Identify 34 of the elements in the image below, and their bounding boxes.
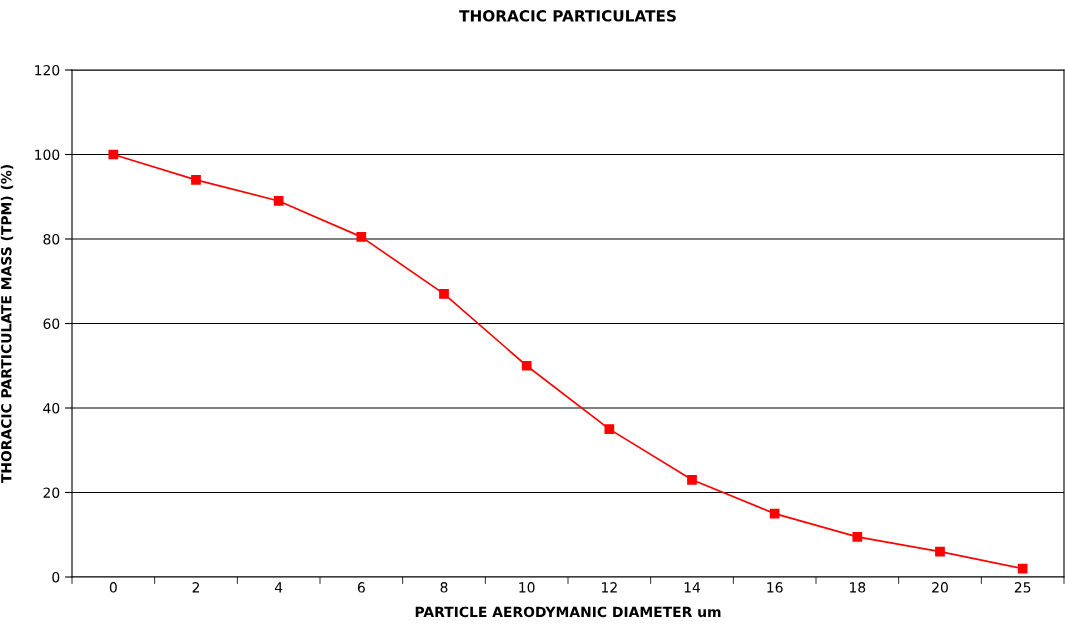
- x-tick-label: 4: [274, 582, 283, 593]
- point: [108, 149, 119, 160]
- y-tick-label: 120: [35, 64, 60, 76]
- point: [604, 424, 615, 434]
- point: [439, 289, 449, 299]
- y-tick-label: 20: [43, 487, 60, 498]
- x-tick-label: 0: [109, 582, 117, 593]
- point: [935, 546, 945, 557]
- point: [273, 196, 284, 206]
- x-tick-label: 14: [684, 582, 701, 593]
- y-axis-title: THORACIC PARTICULATE MASS (TPM) (%): [0, 165, 14, 484]
- y-tick-label: 100: [35, 149, 60, 160]
- x-tick-label: 8: [440, 582, 448, 593]
- y-tick-label: 0: [52, 571, 60, 583]
- x-tick-label: 20: [932, 582, 948, 593]
- chart-title: THORACIC PARTICULATES: [459, 10, 676, 22]
- point: [356, 232, 367, 242]
- x-tick-label: 16: [767, 582, 783, 593]
- x-tick-label: 25: [1014, 582, 1031, 593]
- x-tick-label: 6: [357, 582, 365, 593]
- point: [852, 532, 863, 542]
- x-tick-label: 18: [850, 582, 866, 593]
- x-axis-title: PARTICLE AERODYMANIC DIAMETER um: [415, 606, 721, 618]
- y-tick-label: 80: [43, 233, 60, 245]
- point: [191, 174, 201, 185]
- y-tick-label: 60: [43, 318, 60, 329]
- point: [687, 474, 697, 485]
- x-tick-label: 10: [519, 582, 535, 593]
- x-tick-label: 12: [602, 582, 617, 593]
- point: [521, 360, 532, 371]
- point: [769, 508, 780, 519]
- x-tick-label: 2: [192, 582, 200, 593]
- y-tick-label: 40: [43, 402, 60, 414]
- point: [1017, 563, 1028, 574]
